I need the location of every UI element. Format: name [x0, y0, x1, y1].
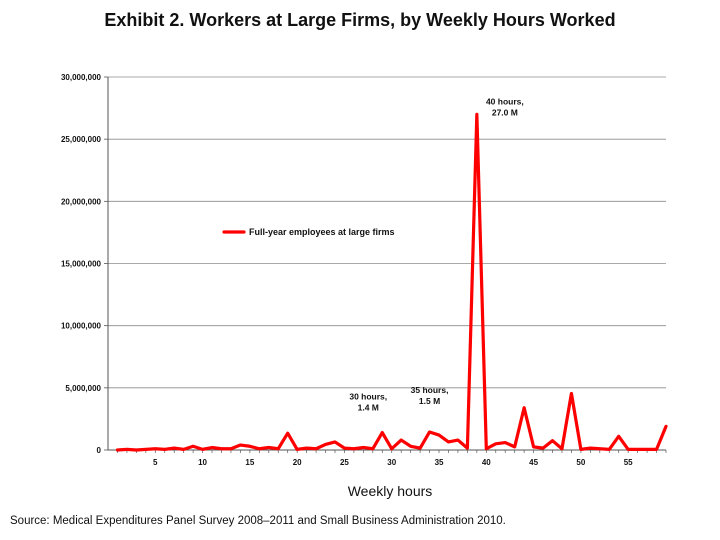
source-note: Source: Medical Expenditures Panel Surve… — [10, 515, 506, 527]
data-point — [495, 443, 497, 445]
y-axis-ticks: 0 5,000,000 10,000,000 15,000,000 20,000,000… — [61, 73, 102, 455]
x-axis-title: Weekly hours — [347, 483, 433, 499]
data-point — [570, 392, 572, 394]
data-point — [277, 448, 279, 450]
x-tick-label: 20 — [293, 458, 302, 467]
x-tick-label: 10 — [198, 458, 207, 467]
x-tick-label: 15 — [245, 458, 254, 467]
annotation-label: 35 hours, 1.5 M — [411, 385, 449, 406]
data-point — [116, 449, 118, 451]
data-point — [466, 447, 468, 449]
data-point — [457, 439, 459, 441]
data-point — [513, 446, 515, 448]
annotation-label: 30 hours, 1.4 M — [349, 392, 387, 413]
data-point — [636, 448, 638, 450]
legend: Full-year employees at large firms — [222, 227, 395, 237]
x-tick-label: 45 — [529, 458, 538, 467]
data-point — [362, 446, 364, 448]
x-tick-label: 55 — [624, 458, 633, 467]
y-tick-label: 5,000,000 — [65, 384, 101, 393]
data-point — [428, 431, 430, 433]
data-point — [627, 448, 629, 450]
data-point — [400, 439, 402, 441]
data-point — [258, 448, 260, 450]
data-point — [343, 447, 345, 449]
data-point — [305, 447, 307, 449]
data-point — [126, 448, 128, 450]
x-tick-label: 25 — [340, 458, 349, 467]
data-point — [135, 449, 137, 451]
data-point — [599, 448, 601, 450]
data-point — [618, 435, 620, 437]
x-tick-label: 30 — [387, 458, 396, 467]
data-point — [561, 448, 563, 450]
data-point — [268, 446, 270, 448]
data-point — [580, 448, 582, 450]
gridlines — [108, 76, 666, 389]
series-line — [115, 112, 668, 452]
data-point — [665, 425, 667, 427]
y-tick-label: 15,000,000 — [61, 260, 102, 269]
data-point — [334, 441, 336, 443]
y-tick-label: 0 — [97, 446, 102, 455]
data-point — [296, 448, 298, 450]
data-point — [542, 447, 544, 449]
data-point — [220, 448, 222, 450]
x-tick-label: 35 — [435, 458, 444, 467]
data-point — [286, 432, 288, 434]
data-point — [523, 407, 525, 409]
data-point — [249, 445, 251, 447]
annotations: 30 hours, 1.4 M 35 hours, 1.5 M 40 hours, 27.… — [349, 96, 523, 412]
data-point — [145, 448, 147, 450]
data-point — [324, 443, 326, 445]
data-point — [372, 448, 374, 450]
data-point — [655, 448, 657, 450]
data-point — [419, 447, 421, 449]
data-point — [381, 431, 383, 433]
data-point — [353, 448, 355, 450]
data-point — [211, 446, 213, 448]
x-axis-ticks: 5 10 15 20 25 30 35 40 45 50 55 — [153, 458, 633, 467]
data-point — [239, 444, 241, 446]
data-point — [192, 445, 194, 447]
x-tick-label: 40 — [482, 458, 491, 467]
data-point — [485, 448, 487, 450]
chart-title: Exhibit 2. Workers at Large Firms, by We… — [104, 10, 616, 30]
data-point — [646, 448, 648, 450]
data-point — [173, 447, 175, 449]
y-tick-label: 20,000,000 — [61, 197, 102, 206]
data-point — [154, 448, 156, 450]
series — [115, 112, 668, 452]
data-point — [315, 448, 317, 450]
x-tick-label: 50 — [576, 458, 585, 467]
data-point — [608, 448, 610, 450]
data-point — [532, 446, 534, 448]
data-point — [589, 447, 591, 449]
y-tick-label: 25,000,000 — [61, 135, 102, 144]
annotation-label: 40 hours, 27.0 M — [486, 96, 524, 117]
data-point — [182, 448, 184, 450]
data-point — [504, 441, 506, 443]
legend-label: Full-year employees at large firms — [249, 227, 395, 237]
data-point — [551, 439, 553, 441]
y-tick-label: 10,000,000 — [61, 322, 102, 331]
data-point — [164, 448, 166, 450]
data-point — [230, 448, 232, 450]
data-point — [409, 445, 411, 447]
data-point — [391, 448, 393, 450]
y-tick-label: 30,000,000 — [61, 73, 102, 82]
data-point — [476, 113, 478, 115]
data-point — [201, 448, 203, 450]
x-tick-label: 5 — [153, 458, 158, 467]
data-point — [438, 434, 440, 436]
data-point — [447, 441, 449, 443]
